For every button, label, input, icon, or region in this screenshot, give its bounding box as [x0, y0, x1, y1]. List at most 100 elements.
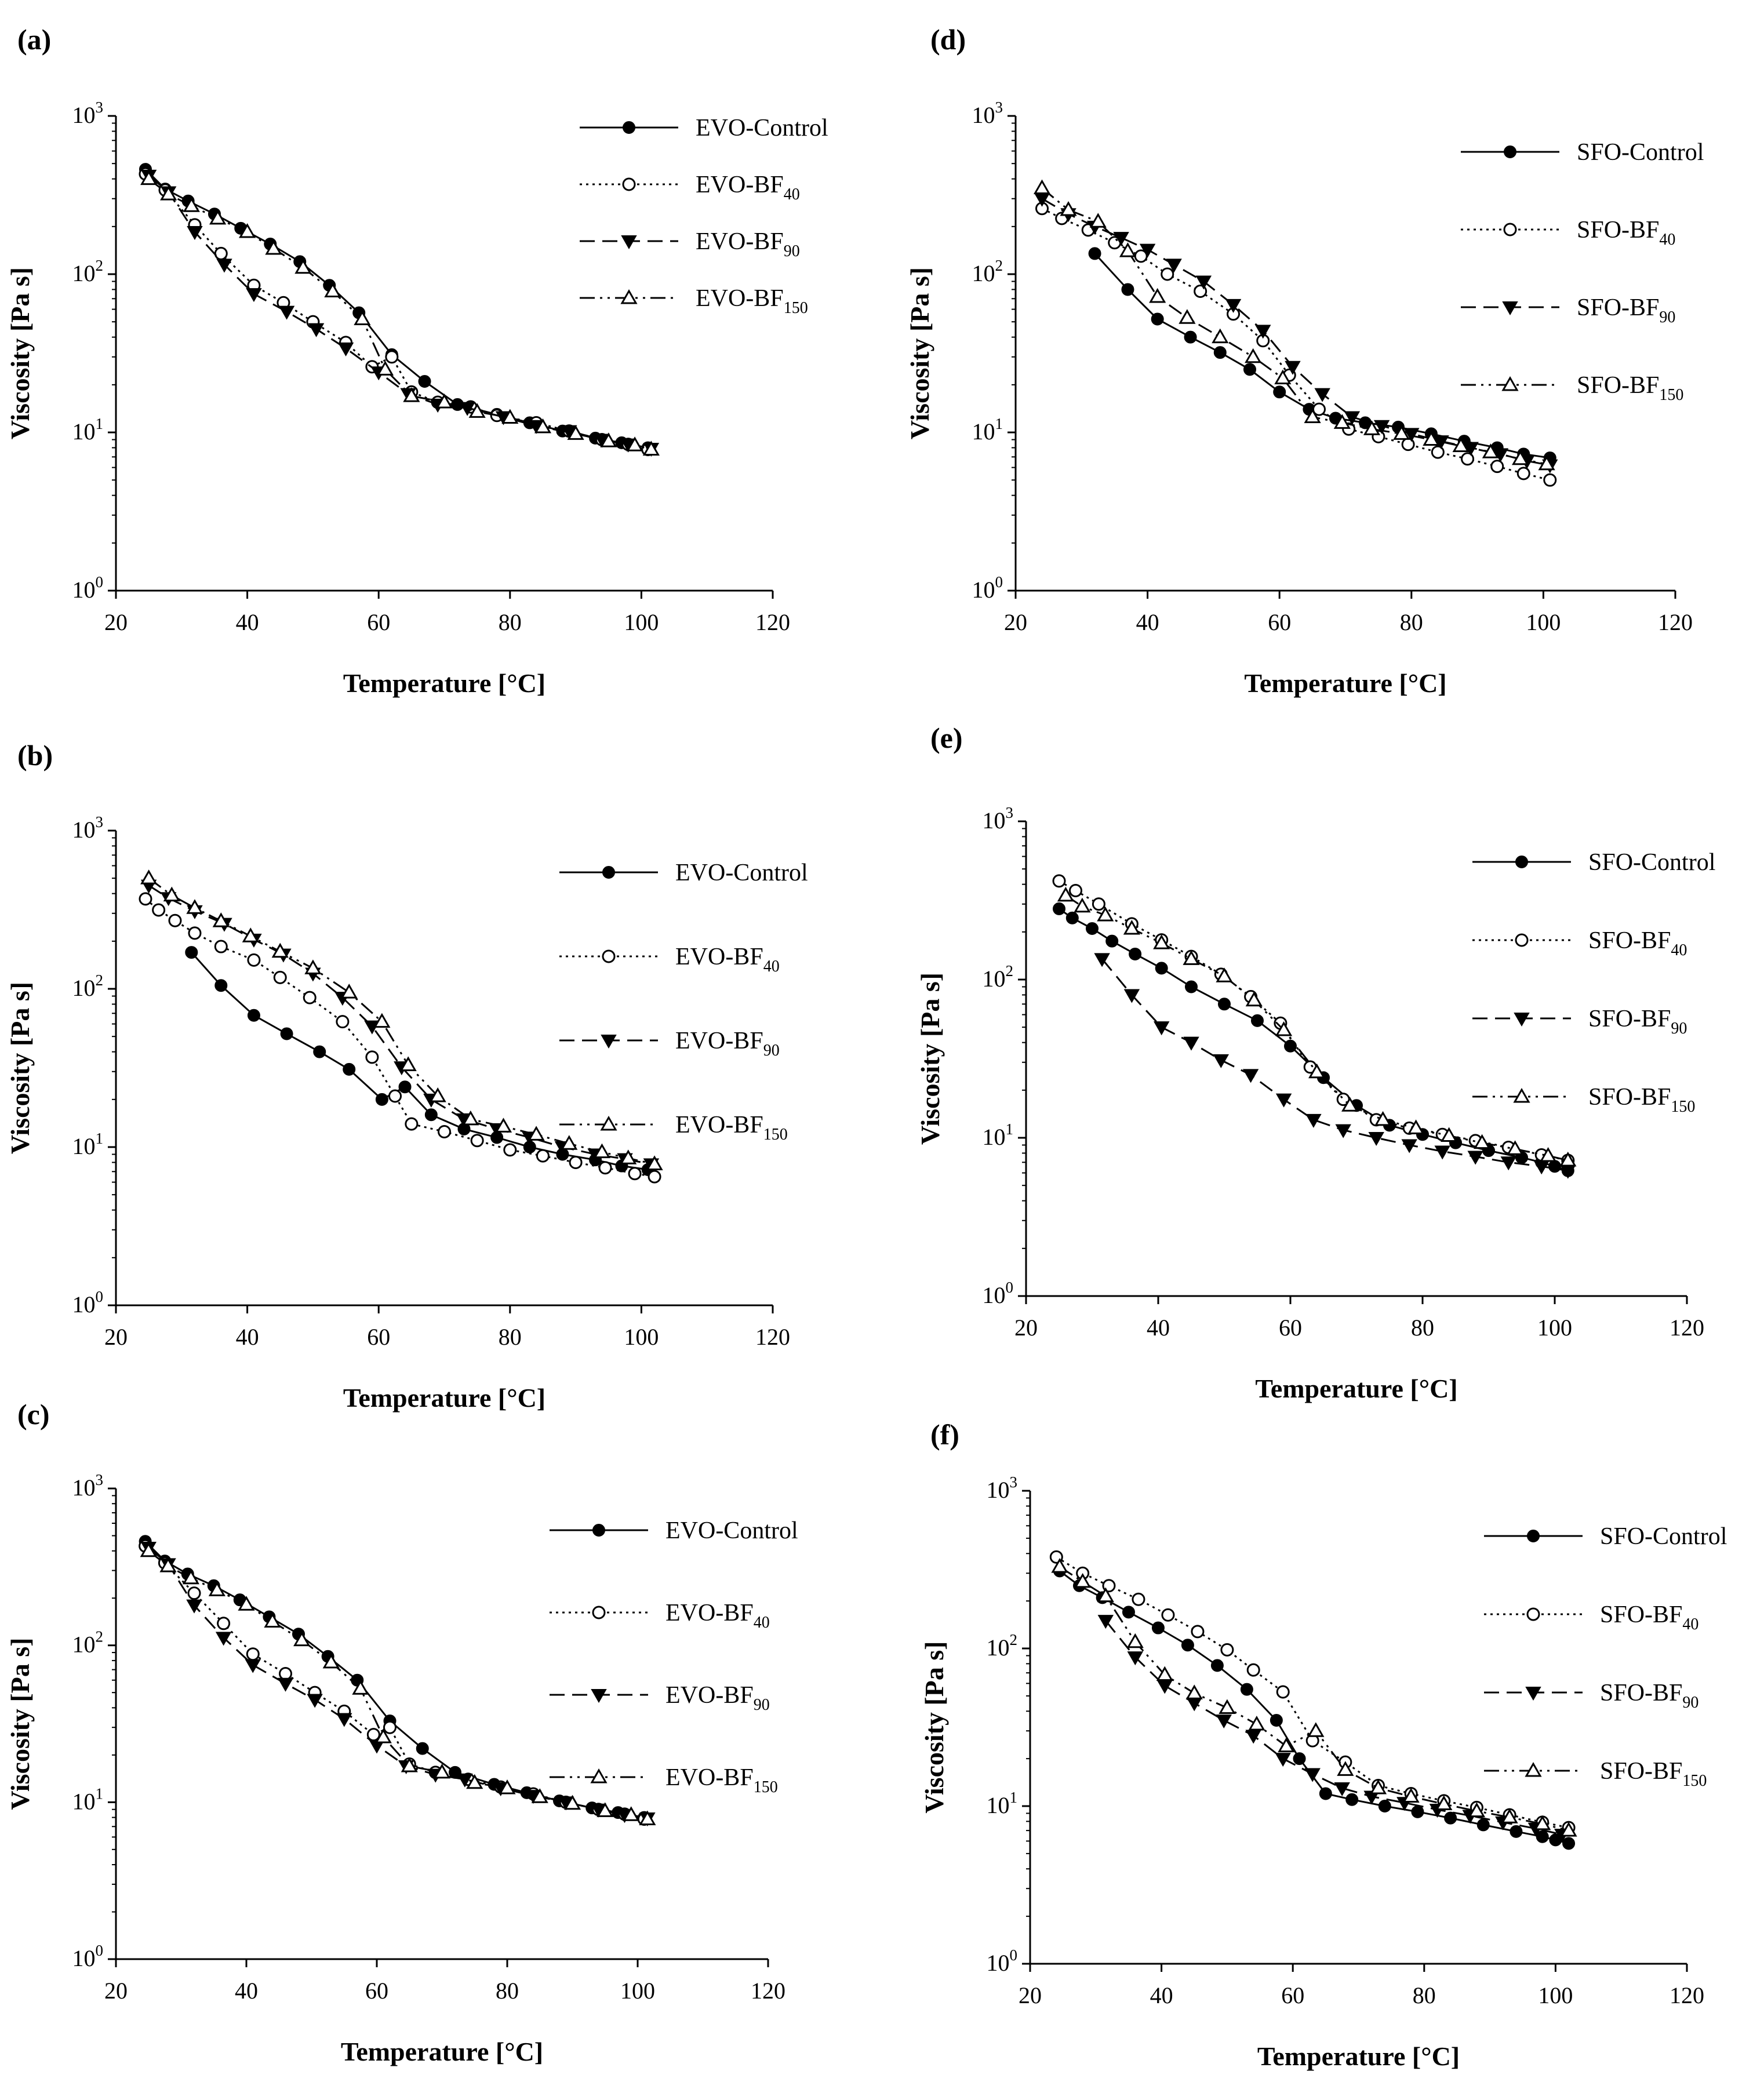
data-point	[1092, 897, 1105, 911]
series-line	[148, 1546, 648, 1819]
data-point	[1251, 1014, 1264, 1027]
data-point	[187, 226, 203, 241]
data-point	[277, 1677, 294, 1692]
x-axis-title: Temperature [°C]	[1255, 1374, 1457, 1403]
data-point	[1220, 1643, 1234, 1657]
data-point	[1149, 287, 1166, 303]
data-point	[212, 912, 230, 927]
data-point	[639, 1810, 656, 1826]
data-point	[468, 403, 486, 418]
x-tick-label: 60	[1279, 1315, 1302, 1341]
data-point	[1195, 275, 1212, 290]
legend-label: EVO-Control	[665, 1517, 798, 1544]
data-point	[1086, 922, 1099, 936]
data-point	[1490, 460, 1504, 474]
data-point	[1403, 428, 1420, 442]
y-tick-label: 100	[72, 1942, 104, 1971]
data-point	[1105, 934, 1119, 948]
data-point	[1467, 1151, 1483, 1165]
data-point	[1097, 906, 1114, 922]
data-point	[501, 409, 519, 424]
data-point	[1210, 1659, 1224, 1672]
x-tick-label: 20	[104, 1978, 128, 2004]
data-point	[398, 1080, 412, 1094]
legend-marker	[1514, 1013, 1530, 1027]
data-point	[1278, 1737, 1295, 1753]
data-point	[1185, 980, 1198, 993]
legend-marker	[622, 177, 636, 191]
legend-marker	[590, 1768, 608, 1783]
series-line	[1059, 1570, 1569, 1844]
data-point	[1094, 953, 1110, 967]
data-point	[1122, 1606, 1135, 1619]
data-point	[1501, 1808, 1518, 1823]
data-point	[1334, 1782, 1350, 1797]
data-point	[1183, 1036, 1199, 1051]
panel-label: (a)	[17, 23, 51, 56]
x-tick-label: 20	[1014, 1315, 1038, 1341]
data-point	[1312, 402, 1326, 416]
data-point	[1431, 445, 1445, 459]
legend-label: SFO-BF90	[1588, 1006, 1687, 1038]
data-point	[278, 305, 295, 320]
data-point	[140, 1542, 157, 1557]
data-point	[1097, 1587, 1114, 1603]
series-evo-bf150	[140, 1542, 656, 1826]
data-point	[569, 1155, 583, 1169]
data-point	[246, 288, 262, 303]
data-point	[1304, 408, 1321, 424]
data-point	[1123, 920, 1140, 935]
data-point	[1548, 1160, 1561, 1173]
data-point	[1088, 247, 1101, 260]
data-point	[214, 246, 228, 260]
legend: SFO-Control SFO-BF40 SFO-BF90 SFO-BF150	[1472, 849, 1715, 1116]
chart-panel-f: (f) 20 40 60 80 100 120 100 101 102 103 Temperature…	[919, 1418, 1727, 2071]
legend-label: EVO-BF40	[675, 944, 780, 976]
series-sfo-bf90	[1094, 953, 1576, 1179]
data-point	[1536, 1830, 1549, 1843]
data-point	[185, 946, 198, 959]
data-point	[1121, 283, 1134, 296]
data-point	[536, 1149, 550, 1163]
y-tick-label: 102	[72, 257, 104, 286]
data-point	[183, 197, 200, 212]
data-point	[1065, 911, 1079, 924]
series-sfo-control	[1088, 247, 1556, 464]
data-point	[1344, 411, 1361, 425]
y-tick-label: 102	[972, 257, 1003, 286]
data-point	[1510, 1825, 1523, 1838]
data-point	[1248, 1715, 1265, 1731]
chart-panel-e: (e) 20 40 60 80 100 120 100 101 102 103 Temperature…	[915, 722, 1715, 1403]
data-point	[597, 1802, 614, 1817]
data-point	[140, 170, 158, 185]
data-point	[1240, 1683, 1253, 1696]
data-point	[336, 1015, 350, 1029]
panel-label: (e)	[930, 722, 963, 754]
data-point	[1033, 179, 1051, 194]
data-point	[1407, 1119, 1425, 1134]
data-point	[188, 926, 202, 940]
data-point	[383, 1720, 397, 1734]
data-point	[216, 259, 232, 273]
data-point	[182, 1569, 199, 1585]
data-point	[1225, 299, 1242, 313]
x-tick-label: 80	[496, 1978, 519, 2004]
series-sfo-control	[1053, 1564, 1576, 1850]
data-point	[354, 310, 371, 326]
y-tick-label: 101	[72, 415, 104, 445]
data-point	[600, 432, 617, 447]
data-point	[1393, 425, 1410, 440]
data-point	[1441, 1127, 1458, 1142]
y-tick-label: 103	[72, 99, 104, 128]
legend-marker	[1502, 301, 1518, 316]
data-point	[401, 1757, 418, 1772]
data-point	[470, 1134, 484, 1148]
data-point	[238, 1596, 255, 1611]
legend-marker	[1515, 933, 1529, 947]
data-point	[1153, 934, 1170, 949]
data-point	[343, 1062, 356, 1076]
data-point	[1345, 1793, 1359, 1806]
y-axis-title: Viscosity [Pa s]	[905, 267, 934, 439]
data-point	[1270, 1714, 1283, 1727]
legend-label: SFO-BF150	[1588, 1084, 1695, 1116]
